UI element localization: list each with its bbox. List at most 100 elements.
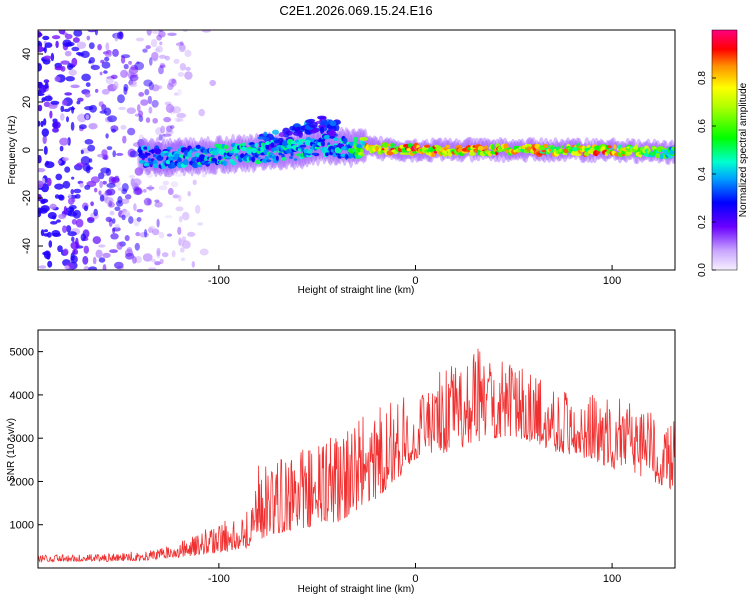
spectrogram-track-blob [229, 150, 235, 154]
spectrogram-noise-blob [162, 133, 172, 137]
spectrogram-track-blob [254, 142, 259, 148]
spectrogram-y-label: Frequency (Hz) [7, 116, 18, 185]
spectrogram-noise-blob [105, 77, 114, 85]
spectrogram-noise-blob [38, 104, 43, 112]
spectrogram-noise-blob [148, 227, 154, 233]
spectrogram-noise-blob [125, 252, 135, 260]
spectrogram-noise-blob [164, 215, 173, 219]
spectrogram-noise-blob [176, 118, 180, 123]
spectrogram-track-blob [424, 144, 431, 148]
spectrogram-noise-blob [145, 45, 151, 50]
spectrogram-noise-blob [171, 168, 177, 172]
colorbar-tick-label: 0.0 [697, 263, 708, 277]
spectrogram-noise-blob [88, 42, 95, 50]
spectrogram-track-blob [210, 154, 215, 158]
spectrogram-noise-blob [173, 58, 180, 64]
spectrogram-track-blob [323, 134, 331, 140]
spectrogram-track-blob [659, 153, 664, 160]
spectrogram-noise-blob [62, 248, 69, 256]
spectrogram-noise-blob [75, 237, 79, 247]
spectrogram-noise-blob [83, 205, 89, 212]
spectrogram-noise-blob [84, 139, 94, 145]
spectrogram-noise-blob [158, 85, 163, 90]
spectrogram-noise-blob [101, 104, 107, 112]
spectrogram-noise-blob [167, 82, 174, 90]
spectrogram-track-blob [560, 145, 565, 149]
spectrogram-noise-blob [130, 178, 135, 187]
spectrogram-noise-blob [84, 184, 91, 190]
spectrogram-noise-blob [71, 236, 75, 242]
spectrogram-noise-blob [77, 97, 84, 102]
spectrogram-noise-blob [148, 184, 153, 192]
spectrogram-noise-blob [138, 134, 144, 141]
spectrogram-track-blob [153, 148, 161, 153]
spectrogram-noise-blob [162, 156, 167, 161]
spectrogram-branch-blob [272, 129, 279, 135]
spectrogram-track-blob [251, 156, 256, 163]
spectrogram-noise-blob [129, 150, 139, 158]
spectrogram-noise-blob [105, 168, 112, 176]
spectrogram-noise-blob [42, 251, 50, 256]
spectrogram-track-blob [204, 155, 208, 161]
snr-y-label: SNR (10 * v/v) [6, 418, 17, 482]
spectrogram-track-blob [278, 152, 283, 156]
spectrogram-noise-blob [168, 78, 177, 87]
figure-title: C2E1.2026.069.15.24.E16 [279, 3, 432, 18]
spectrogram-noise-blob [64, 166, 71, 173]
spectrogram-track-blob [289, 156, 294, 159]
spectrogram-noise-blob [107, 201, 115, 208]
spectrogram-track-blob [270, 142, 275, 148]
spectrogram-noise-blob [80, 50, 90, 59]
spectrogram-noise-blob [70, 255, 78, 264]
spectrogram-x-tick-label: 100 [603, 275, 621, 287]
spectrogram-noise-blob [88, 123, 98, 130]
spectrogram-noise-blob [76, 41, 87, 49]
spectrogram-noise-blob [161, 132, 166, 142]
spectrogram-noise-blob [107, 115, 117, 123]
spectrogram-y-tick-label: -40 [21, 238, 33, 254]
spectrogram-track-blob [314, 146, 320, 150]
spectrogram-track-blob [223, 160, 227, 167]
spectrogram-track-blob [305, 154, 313, 158]
spectrogram-track-blob [281, 157, 287, 161]
spectrogram-noise-blob [92, 236, 102, 245]
spectrogram-noise-blob [97, 44, 102, 51]
spectrogram-noise-blob [151, 228, 160, 236]
spectrogram-noise-blob [143, 79, 153, 87]
spectrogram-noise-blob [79, 124, 87, 130]
spectrogram-noise-blob [71, 176, 75, 180]
spectrogram-noise-blob [52, 127, 59, 133]
snr-x-tick-label: -100 [208, 573, 230, 585]
spectrogram-noise-blob [71, 46, 80, 52]
spectrogram-noise-blob [117, 94, 125, 104]
spectrogram-noise-blob [38, 84, 47, 94]
spectrogram-noise-blob [121, 214, 126, 221]
spectrogram-y-tick-label: 20 [21, 96, 33, 108]
snr-x-tick-label: 100 [603, 573, 621, 585]
spectrogram-noise-blob [195, 204, 201, 214]
spectrogram-noise-blob [147, 95, 152, 105]
spectrogram-noise-blob [148, 106, 153, 114]
spectrogram-noise-blob [152, 118, 158, 124]
spectrogram-track-blob [189, 149, 193, 155]
spectrogram-track-blob [246, 157, 250, 162]
spectrogram-noise-blob [76, 162, 86, 168]
spectrogram-track-blob [655, 152, 661, 159]
spectrogram-track-blob [613, 144, 617, 150]
snr-x-label: Height of straight line (km) [298, 584, 415, 595]
spectrogram-noise-blob [183, 136, 190, 143]
spectrogram-noise-blob [187, 191, 191, 197]
spectrogram-track-blob [671, 148, 675, 151]
spectrogram-noise-blob [60, 105, 65, 113]
spectrogram-branch-blob [285, 130, 293, 136]
spectrogram-track-blob [542, 143, 549, 148]
spectrogram-branch-blob [257, 136, 266, 140]
spectrogram-noise-blob [166, 233, 173, 237]
colorbar-gradient [712, 30, 737, 270]
spectrogram-noise-blob [163, 116, 172, 123]
spectrogram-noise-blob [112, 176, 116, 186]
spectrogram-track-blob [513, 145, 520, 149]
spectrogram-noise-blob [159, 41, 163, 46]
spectrogram-track-blob [151, 148, 155, 154]
spectrogram-track-blob [182, 159, 189, 166]
